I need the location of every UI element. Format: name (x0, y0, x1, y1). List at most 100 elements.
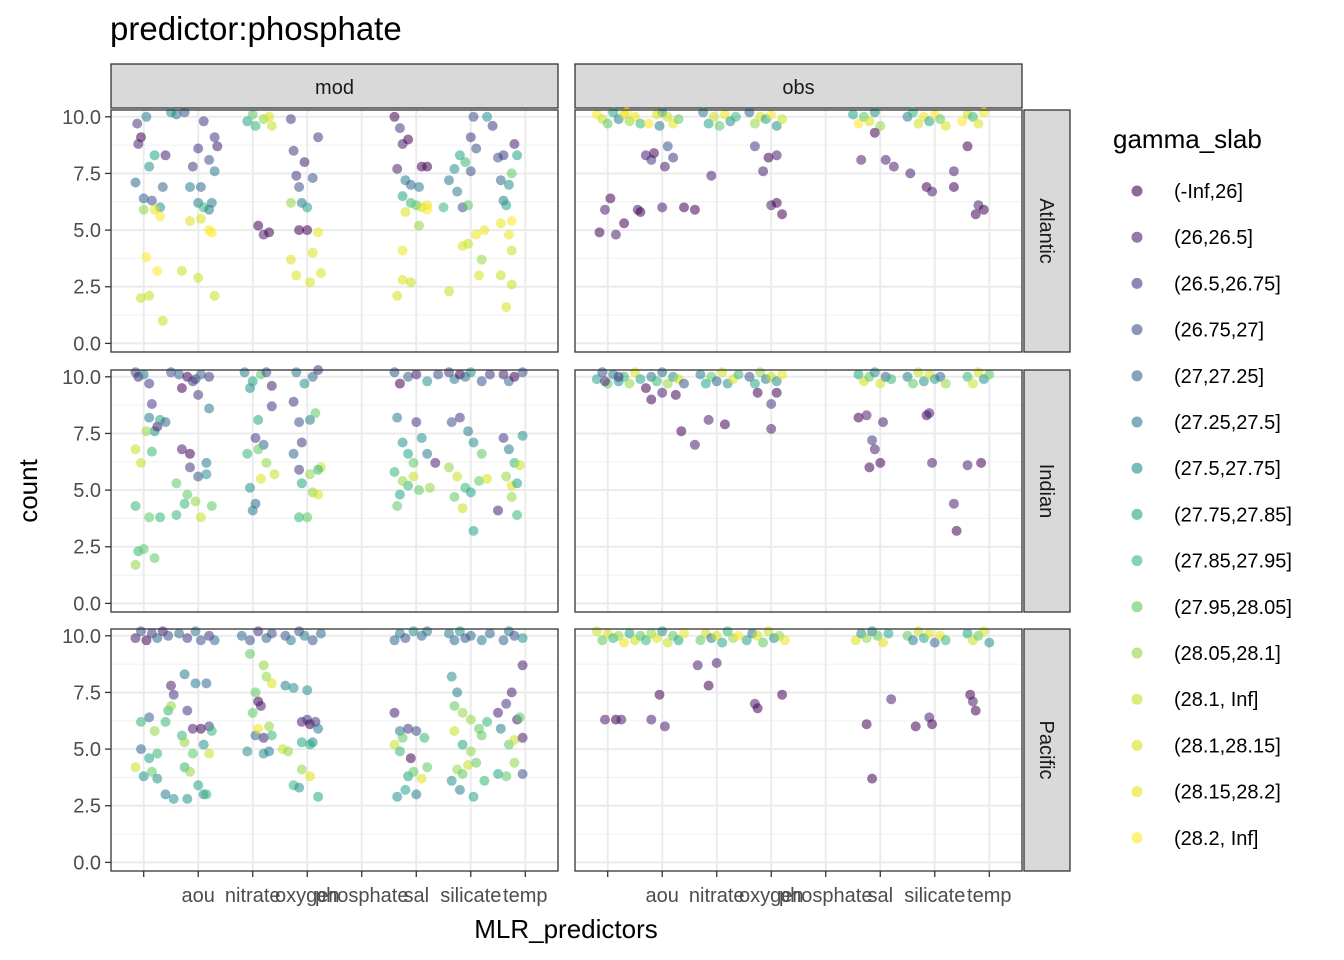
strip-background (1023, 628, 1071, 872)
data-point (962, 141, 973, 152)
legend-key (1131, 508, 1143, 520)
data-point (976, 457, 987, 468)
data-point (493, 707, 503, 718)
data-point (506, 491, 517, 502)
y-axis: 0.0 2.5 5.0 7.5 10.0 0.0 2.5 5.0 7.5 10.0 0.0 2.5 5.… (62, 107, 111, 874)
data-point (253, 414, 264, 425)
data-point (864, 462, 875, 473)
data-point (187, 376, 198, 387)
data-point (621, 107, 632, 118)
data-point (646, 714, 657, 725)
data-point (307, 247, 318, 258)
data-point (468, 437, 479, 448)
data-point (313, 489, 324, 500)
data-point (185, 216, 195, 226)
data-point (908, 635, 918, 646)
legend-label: (28.1,28.15] (1174, 735, 1281, 757)
data-point (591, 374, 602, 385)
legend-key (1131, 231, 1143, 243)
data-point (503, 229, 514, 240)
data-point (302, 202, 313, 213)
data-point (692, 660, 703, 671)
data-point (313, 132, 324, 143)
data-point (501, 698, 512, 709)
data-point (957, 116, 967, 127)
data-point (176, 265, 187, 276)
data-point (195, 635, 206, 646)
data-point (517, 732, 528, 743)
data-point (498, 433, 509, 443)
data-point (777, 689, 788, 700)
data-point (397, 437, 408, 448)
data-point (408, 471, 419, 482)
data-point (394, 746, 405, 757)
data-point (163, 630, 174, 641)
points-mod-atlantic (130, 107, 523, 326)
data-point (777, 209, 788, 220)
data-point (465, 132, 476, 143)
data-point (624, 628, 635, 639)
data-point (206, 227, 217, 238)
data-point (452, 186, 463, 197)
y-tick-label: 5.0 (73, 739, 101, 761)
data-point (296, 764, 307, 775)
data-point (509, 757, 520, 768)
data-point (236, 630, 247, 641)
data-point (654, 689, 665, 700)
data-point (703, 680, 714, 691)
data-point (136, 293, 146, 304)
data-point (640, 635, 651, 646)
strip-label: mod (315, 77, 354, 99)
data-point (141, 111, 152, 122)
data-point (405, 753, 416, 764)
data-point (176, 383, 187, 394)
data-point (392, 412, 403, 423)
data-point (138, 369, 149, 380)
data-point (864, 116, 875, 127)
data-point (198, 739, 209, 750)
data-point (918, 376, 929, 387)
data-point (474, 476, 484, 486)
legend-label: (27.95,28.05] (1174, 597, 1292, 619)
data-point (245, 482, 255, 493)
data-point (948, 166, 959, 177)
data-point (247, 109, 258, 120)
data-point (146, 766, 157, 777)
facet-panels: mod obs Atlantic Indian Pacific 0.0 2.5 5.0 7.5 1… (62, 63, 1071, 907)
data-point (498, 369, 509, 380)
data-point (861, 633, 872, 644)
data-point (476, 254, 487, 265)
data-point (296, 437, 307, 448)
data-point (600, 714, 610, 725)
data-point (749, 118, 760, 129)
data-point (679, 378, 689, 389)
points-mod-indian (130, 365, 528, 570)
data-point (449, 635, 460, 646)
data-point (261, 367, 272, 378)
data-point (869, 444, 880, 455)
data-point (160, 417, 171, 428)
data-point (394, 489, 405, 500)
data-point (766, 399, 777, 409)
data-point (465, 630, 476, 641)
data-point (479, 775, 490, 786)
data-point (861, 410, 872, 421)
data-point (397, 191, 408, 202)
data-point (512, 510, 523, 520)
legend-item: (27.25,27.5] (1131, 412, 1281, 434)
data-point (204, 154, 215, 165)
data-point (635, 118, 646, 129)
legend-title: gamma_slab (1113, 124, 1262, 154)
x-tick-label: oxygen (275, 885, 340, 907)
y-tick-label: 7.5 (73, 682, 101, 704)
data-point (905, 168, 916, 179)
data-point (973, 118, 984, 129)
strip-background (1023, 109, 1071, 353)
x-tick-label: aou (646, 885, 679, 907)
data-point (141, 426, 152, 437)
data-point (416, 433, 427, 443)
data-point (679, 202, 689, 213)
data-point (463, 760, 474, 770)
legend-label: (27.5,27.75] (1174, 458, 1281, 480)
data-point (463, 238, 474, 249)
